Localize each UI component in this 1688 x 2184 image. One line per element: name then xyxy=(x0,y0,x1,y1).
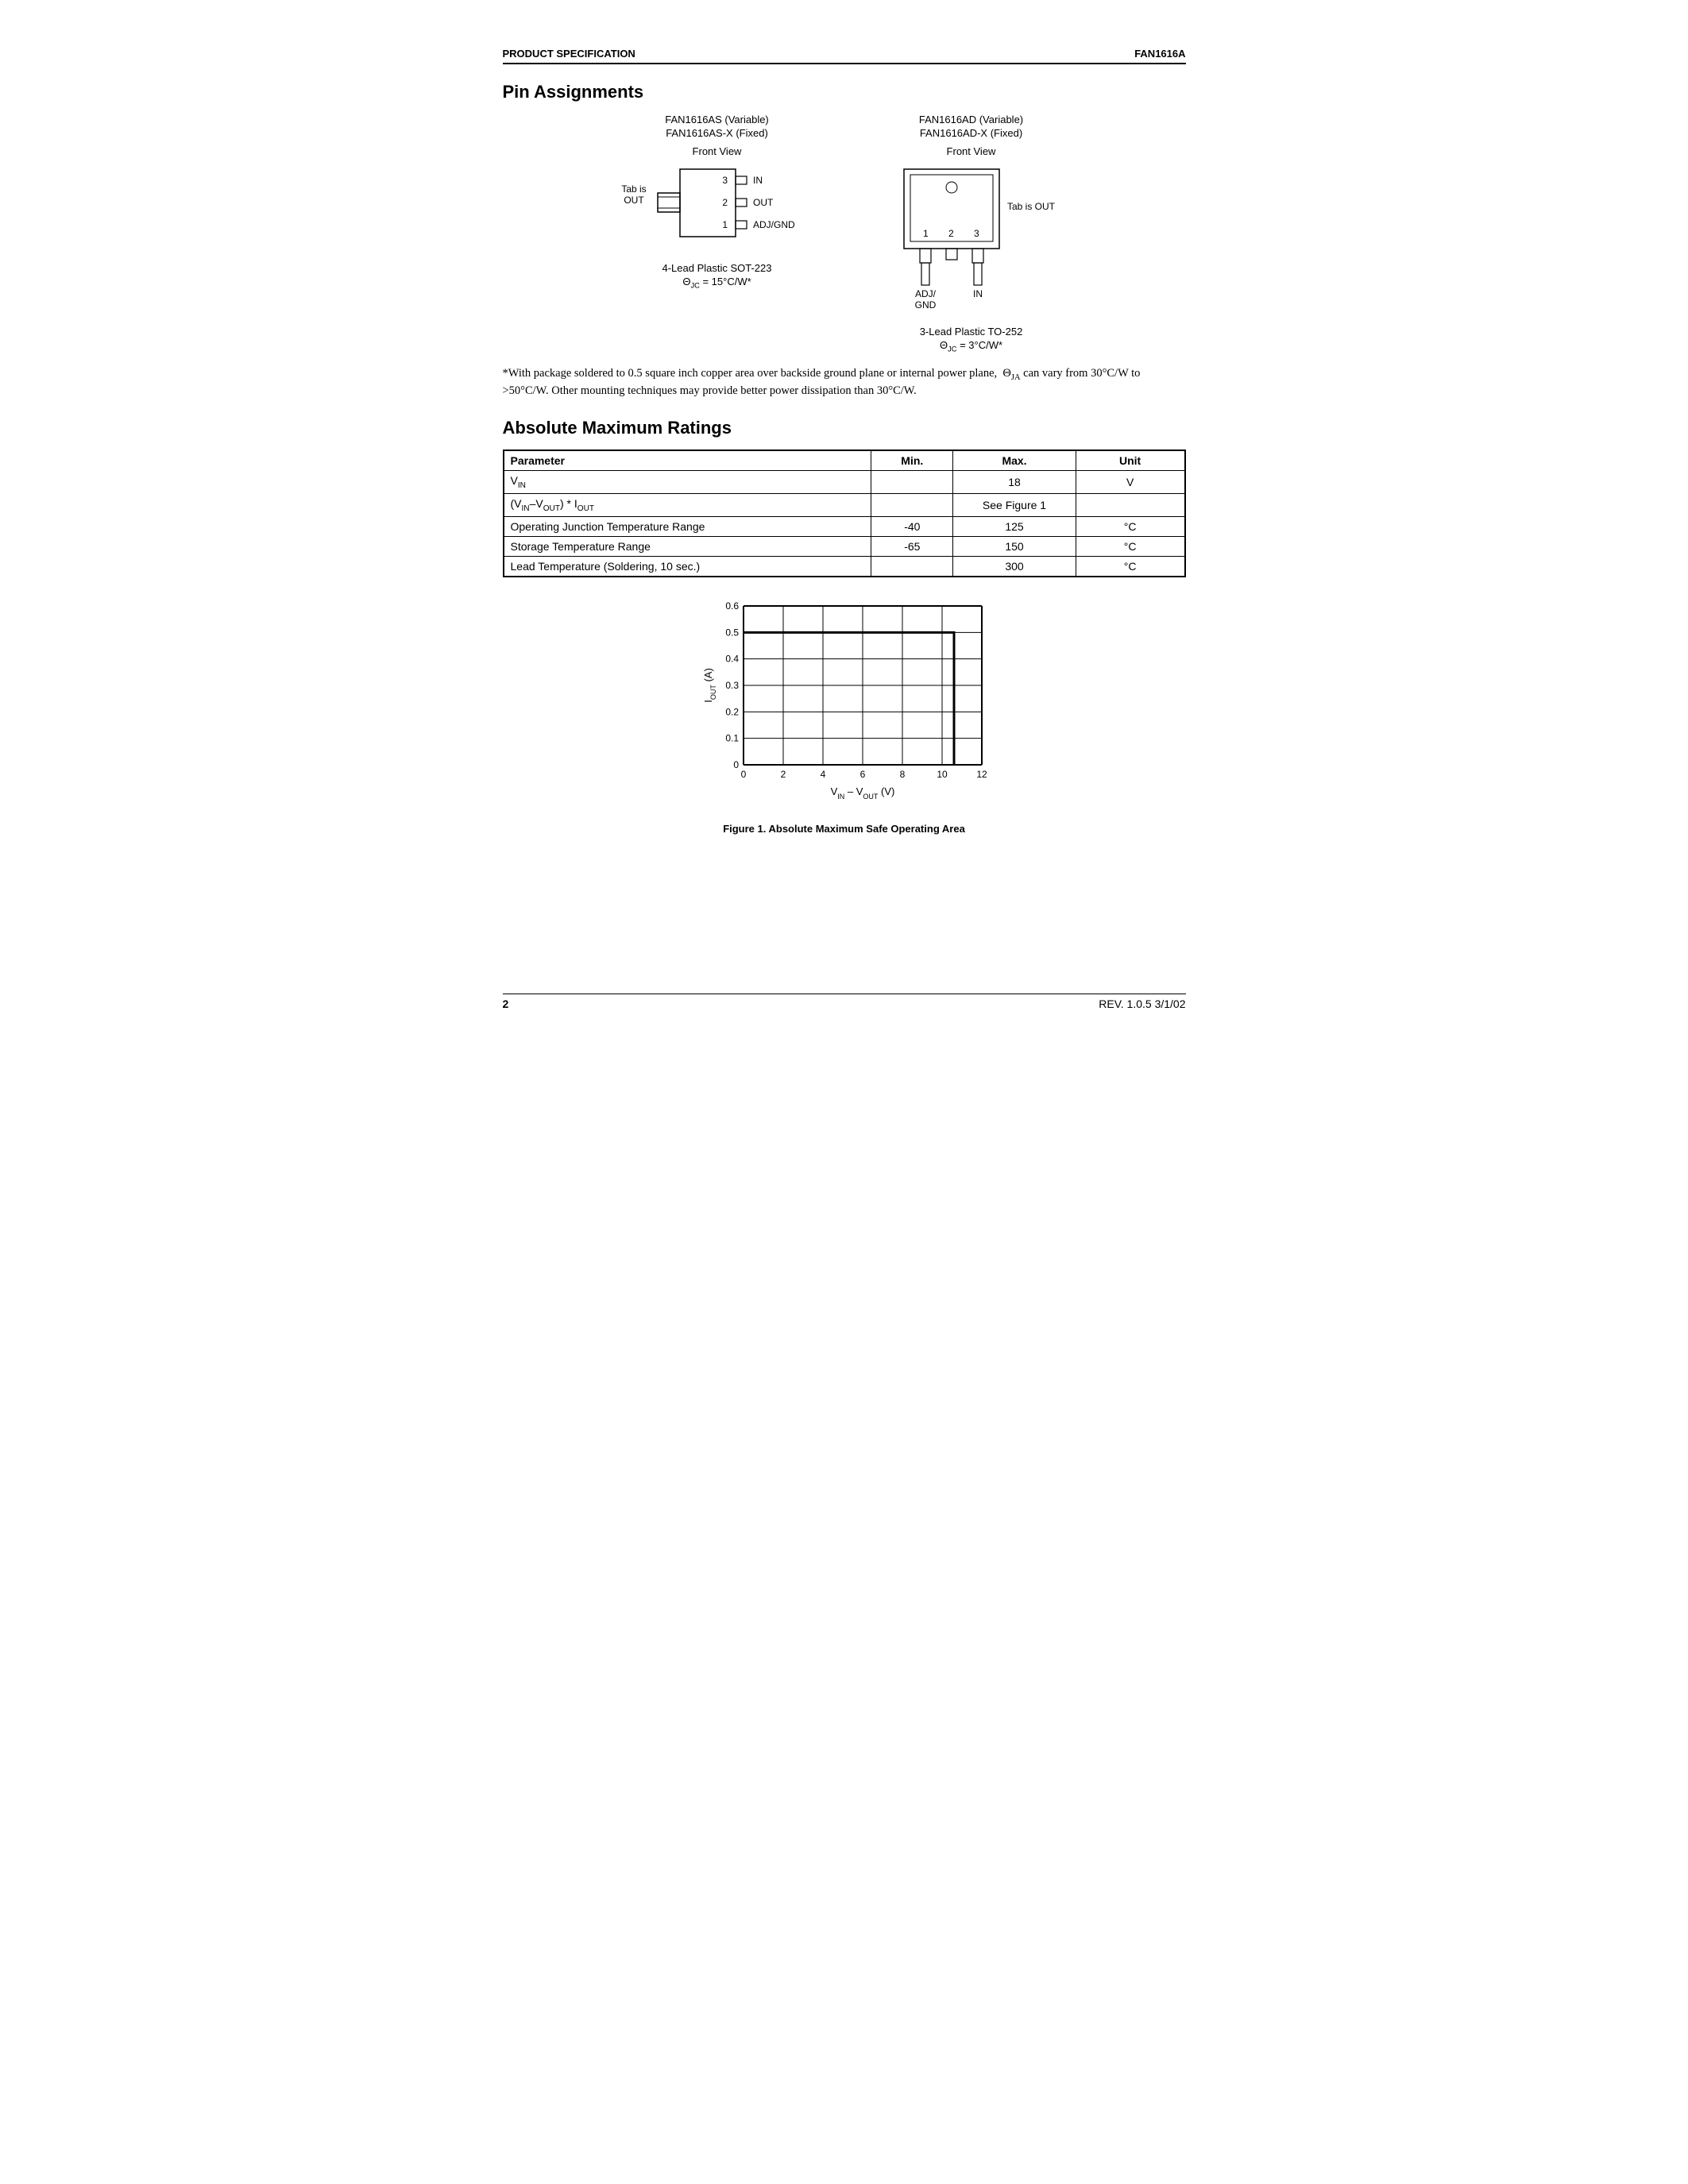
svg-text:IN: IN xyxy=(973,288,983,299)
sot223-diagram: Tab is OUT 3 2 1 IN OUT ADJ/GND xyxy=(618,157,817,253)
svg-text:1: 1 xyxy=(923,228,929,239)
svg-text:0.4: 0.4 xyxy=(725,653,739,664)
svg-text:VIN – VOUT (V): VIN – VOUT (V) xyxy=(830,785,894,801)
svg-text:OUT: OUT xyxy=(753,197,774,208)
svg-text:GND: GND xyxy=(914,299,936,311)
svg-text:ADJ/GND: ADJ/GND xyxy=(753,219,795,230)
col-parameter: Parameter xyxy=(504,450,871,471)
header-right: FAN1616A xyxy=(1134,48,1185,60)
svg-text:12: 12 xyxy=(976,769,987,780)
svg-text:2: 2 xyxy=(780,769,786,780)
svg-text:Tab is: Tab is xyxy=(621,183,646,195)
page: PRODUCT SPECIFICATION FAN1616A Pin Assig… xyxy=(439,0,1250,1058)
col-max: Max. xyxy=(953,450,1076,471)
svg-text:2: 2 xyxy=(722,197,728,208)
to252-sub: 3-Lead Plastic TO-252 ΘJC = 3°C/W* xyxy=(872,325,1071,355)
to252-frontview-label: Front View xyxy=(872,145,1071,157)
packages-row: FAN1616AS (Variable) FAN1616AS-X (Fixed)… xyxy=(503,114,1186,355)
package-to252: FAN1616AD (Variable) FAN1616AD-X (Fixed)… xyxy=(872,114,1071,355)
header-left: PRODUCT SPECIFICATION xyxy=(503,48,635,60)
table-row: Operating Junction Temperature Range-401… xyxy=(504,516,1185,536)
svg-text:0.6: 0.6 xyxy=(725,600,739,612)
section-abs-max: Absolute Maximum Ratings xyxy=(503,418,1186,438)
svg-text:0.1: 0.1 xyxy=(725,732,739,743)
to252-diagram: 1 2 3 ADJ/ GND IN Tab is OUT xyxy=(872,157,1071,316)
svg-text:4: 4 xyxy=(820,769,825,780)
col-min: Min. xyxy=(871,450,953,471)
table-row: (VIN–VOUT) * IOUTSee Figure 1 xyxy=(504,493,1185,516)
svg-text:Tab is OUT: Tab is OUT xyxy=(1007,201,1056,212)
svg-text:IOUT (A): IOUT (A) xyxy=(702,668,717,703)
ratings-table: Parameter Min. Max. Unit VIN18V(VIN–VOUT… xyxy=(503,450,1186,577)
svg-text:6: 6 xyxy=(859,769,865,780)
section-pin-assignments: Pin Assignments xyxy=(503,82,1186,102)
svg-text:3: 3 xyxy=(722,175,728,186)
page-header: PRODUCT SPECIFICATION FAN1616A xyxy=(503,48,1186,64)
svg-text:10: 10 xyxy=(937,769,948,780)
svg-text:OUT: OUT xyxy=(624,195,644,206)
table-row: Storage Temperature Range-65150°C xyxy=(504,536,1185,556)
package-sot223: FAN1616AS (Variable) FAN1616AS-X (Fixed)… xyxy=(618,114,817,355)
soa-chart-wrap: 0 2 4 6 8 10 12 0 0.1 0.2 0.3 0.4 0.5 0.6 VIN – VOUT (… xyxy=(503,598,1186,835)
revision: REV. 1.0.5 3/1/02 xyxy=(1099,997,1185,1010)
soa-chart: 0 2 4 6 8 10 12 0 0.1 0.2 0.3 0.4 0.5 0.6 VIN – VOUT (… xyxy=(697,598,991,803)
svg-text:ADJ/: ADJ/ xyxy=(914,288,936,299)
svg-text:3: 3 xyxy=(974,228,979,239)
svg-text:0: 0 xyxy=(733,759,739,770)
sot223-title: FAN1616AS (Variable) FAN1616AS-X (Fixed) xyxy=(618,114,817,141)
sot223-frontview-label: Front View xyxy=(618,145,817,157)
svg-text:0.2: 0.2 xyxy=(725,706,739,717)
svg-text:8: 8 xyxy=(899,769,905,780)
svg-text:1: 1 xyxy=(722,219,728,230)
page-footer: 2 REV. 1.0.5 3/1/02 xyxy=(503,994,1186,1010)
thermal-footnote: *With package soldered to 0.5 square inc… xyxy=(503,366,1186,399)
figure-caption: Figure 1. Absolute Maximum Safe Operatin… xyxy=(503,823,1186,835)
svg-text:0.3: 0.3 xyxy=(725,680,739,691)
table-row: Lead Temperature (Soldering, 10 sec.)300… xyxy=(504,556,1185,577)
svg-text:2: 2 xyxy=(948,228,954,239)
svg-text:0.5: 0.5 xyxy=(725,627,739,638)
table-header-row: Parameter Min. Max. Unit xyxy=(504,450,1185,471)
sot223-sub: 4-Lead Plastic SOT-223 ΘJC = 15°C/W* xyxy=(618,261,817,291)
page-number: 2 xyxy=(503,997,509,1010)
to252-title: FAN1616AD (Variable) FAN1616AD-X (Fixed) xyxy=(872,114,1071,141)
svg-text:0: 0 xyxy=(740,769,746,780)
col-unit: Unit xyxy=(1076,450,1184,471)
svg-text:IN: IN xyxy=(753,175,763,186)
table-row: VIN18V xyxy=(504,471,1185,494)
